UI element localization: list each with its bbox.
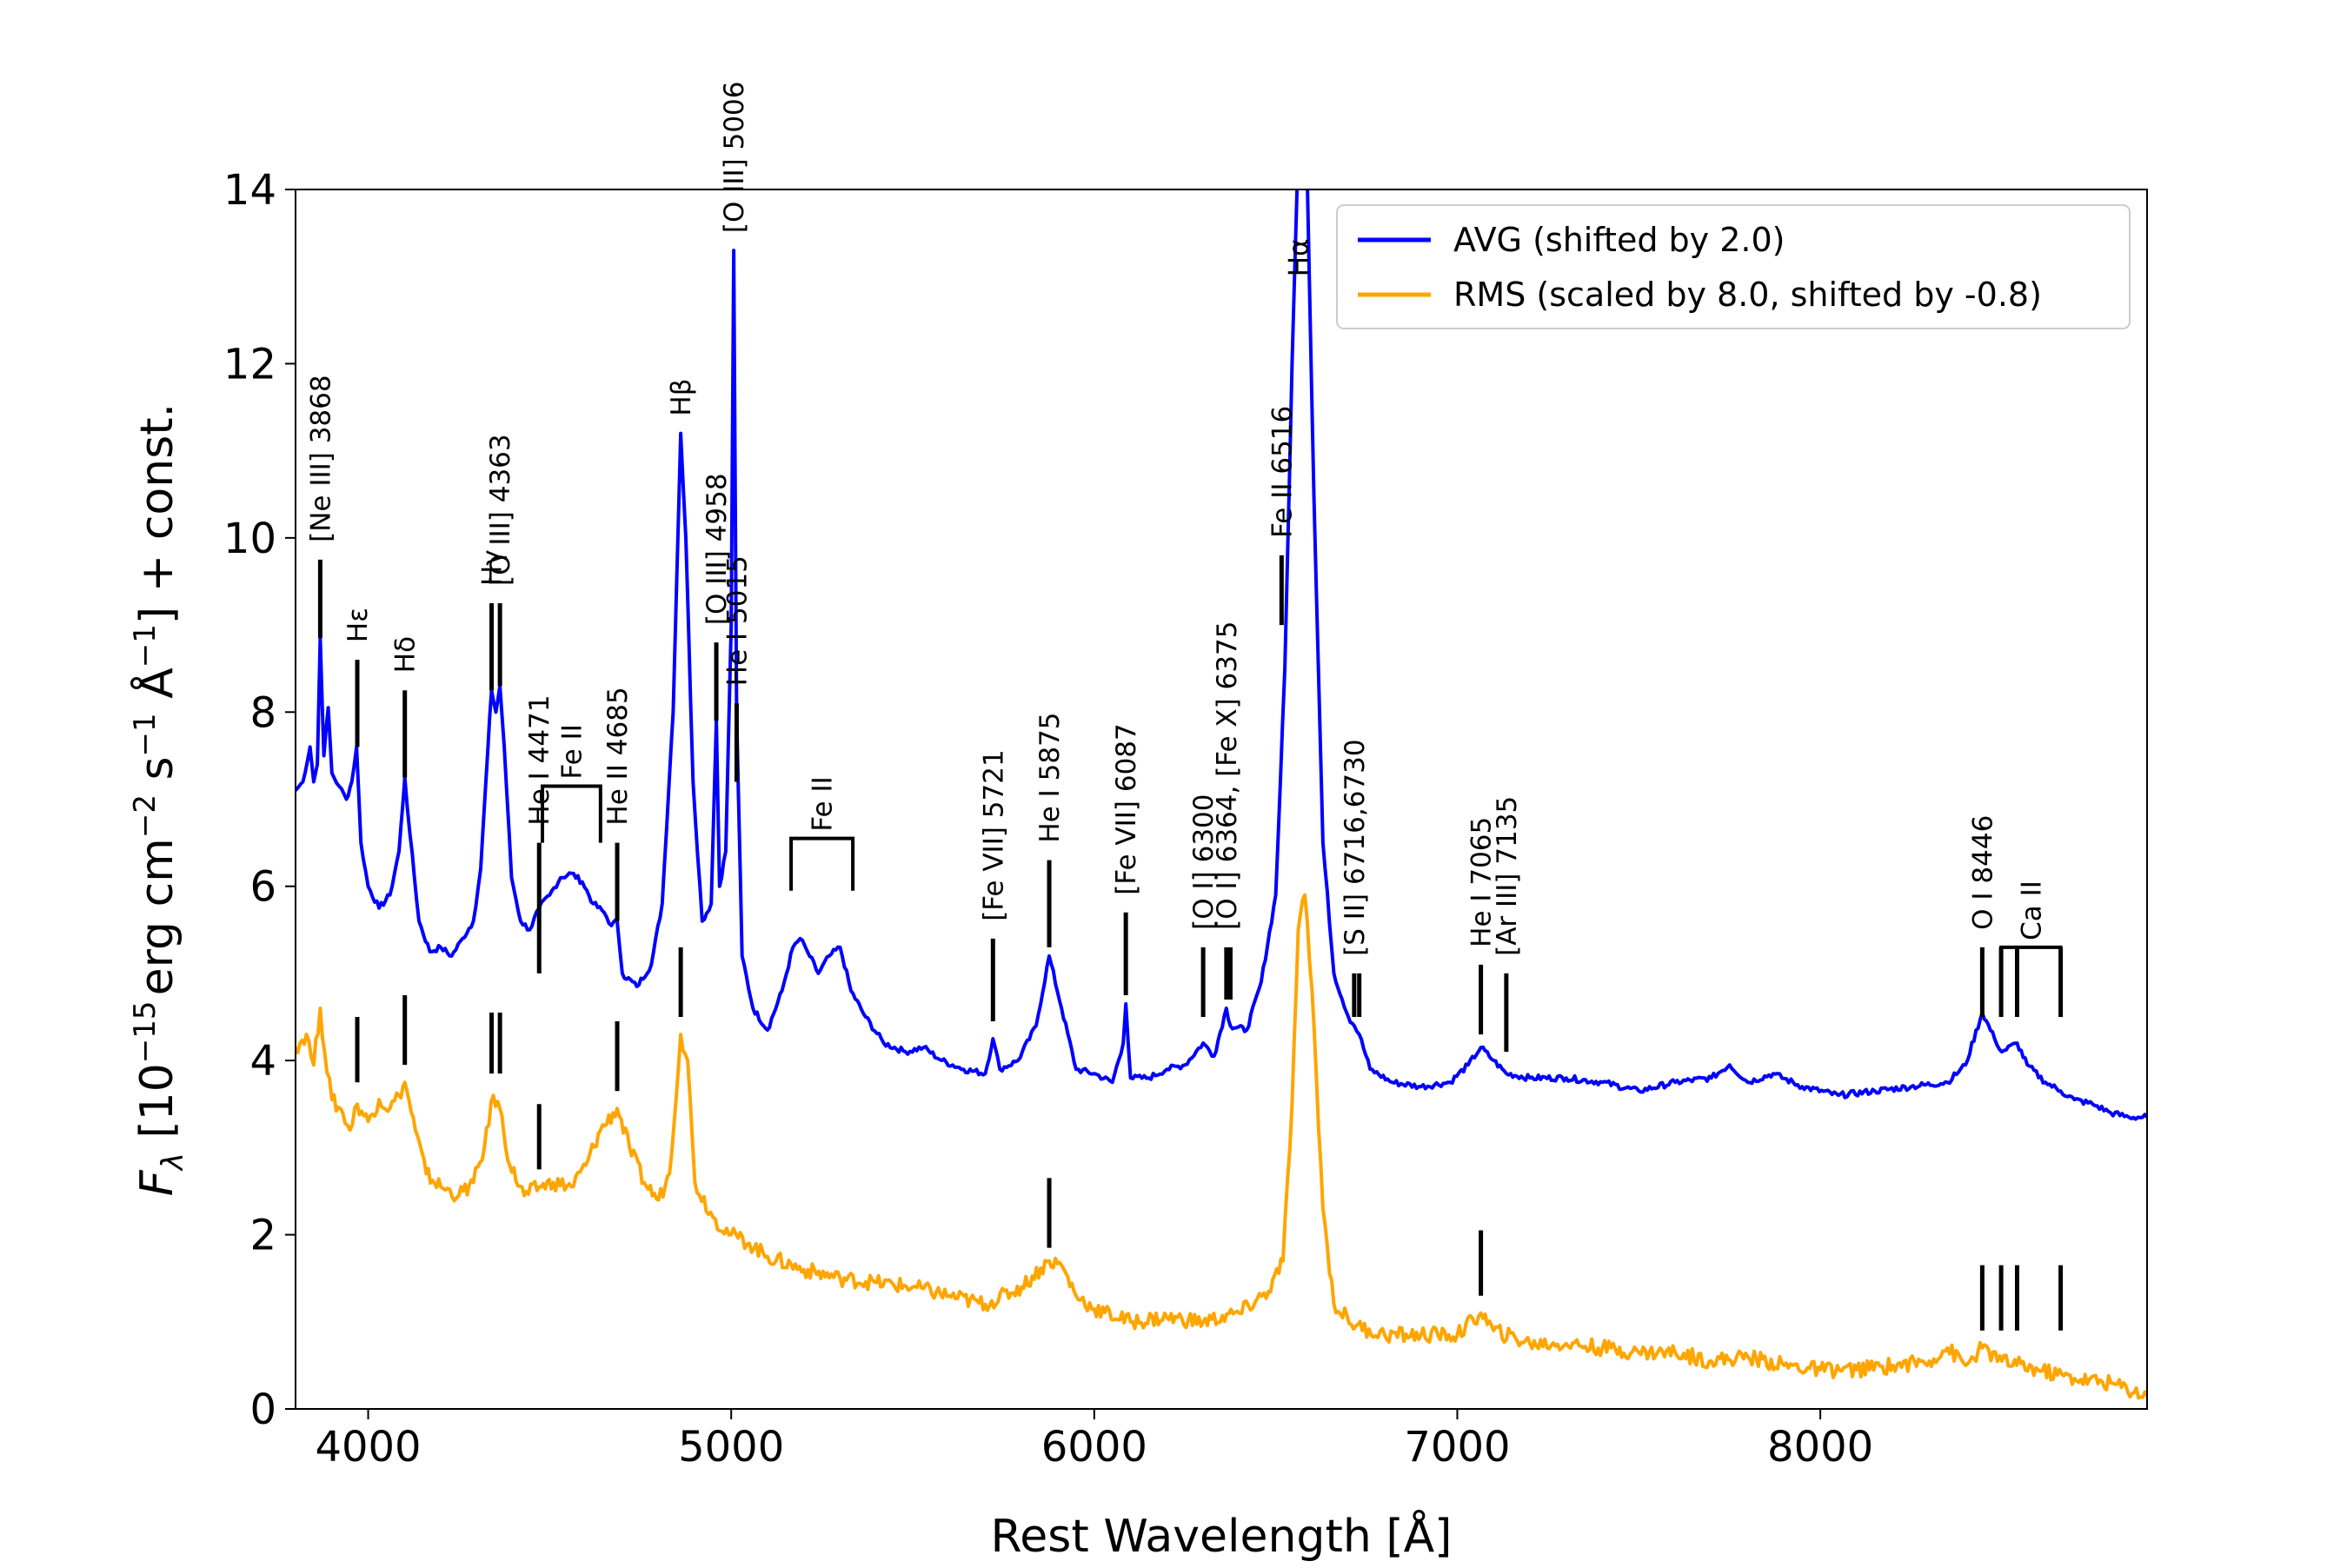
line-label-7: Hβ	[666, 378, 697, 415]
y-label-lambda: λ	[156, 1153, 190, 1172]
y-tick-label-2: 4	[249, 1037, 276, 1086]
x-tick-label-1: 5000	[678, 1423, 784, 1472]
x-tick-label-3: 7000	[1404, 1423, 1510, 1472]
line-label-18: Hα	[1284, 238, 1315, 276]
bracket-label-0: Fe II	[556, 724, 588, 779]
line-label-14: [O I] 6300	[1188, 794, 1220, 929]
line-label-3: Hγ	[477, 549, 509, 586]
bracket-1	[789, 836, 855, 891]
series-layer	[296, 189, 2147, 1400]
legend-box	[1336, 204, 2131, 329]
y-tick-label-1: 2	[249, 1212, 276, 1260]
line-label-4: [O III] 4363	[485, 434, 516, 586]
line-label-22: [Ar III] 7135	[1492, 796, 1523, 956]
series-line-0	[296, 189, 2147, 1121]
line-label-6: He II 4685	[602, 687, 634, 825]
tick-layer: 4000 5000 6000 7000 8000 0 2 4 6 8 10 12 14	[223, 166, 1873, 1472]
line-label-21: He I 7065	[1466, 817, 1498, 947]
line-label-9: [O III] 5006	[719, 81, 750, 233]
x-tick-label-2: 6000	[1041, 1423, 1147, 1472]
y-label-unit1: erg cm	[131, 838, 183, 995]
line-label-17: Fe II 6516	[1267, 406, 1298, 538]
y-label-exp2: −2	[128, 794, 163, 838]
plot-frame	[295, 189, 2148, 1410]
x-tick-label-4: 8000	[1767, 1423, 1873, 1472]
y-tick-label-6: 12	[223, 340, 276, 389]
x-tick-label-0: 4000	[315, 1423, 421, 1472]
y-label-exp3: −1	[128, 713, 163, 756]
legend-label-rms: RMS (scaled by 8.0, shifted by -0.8)	[1453, 276, 2042, 314]
line-label-11: [Fe VII] 5721	[978, 749, 1009, 921]
y-label-exp1: −15	[128, 1000, 163, 1063]
line-label-15: [O I] 6364, [Fe X] 6375	[1212, 621, 1243, 930]
y-tick-label-0: 0	[249, 1385, 276, 1434]
bracket-label-2: Ca II	[2016, 880, 2047, 940]
bracket-2	[1999, 945, 2063, 1018]
y-label-f: F	[131, 1169, 183, 1196]
y-tick-label-4: 8	[249, 688, 276, 737]
y-axis-label: Fλ [10−15erg cm−2 s−1 Å−1] + const.	[128, 403, 190, 1196]
y-tick-label-7: 14	[223, 166, 276, 215]
y-label-unit3: Å	[130, 668, 183, 714]
y-label-unit2: s	[131, 756, 183, 794]
bracket-label-1: Fe II	[808, 776, 839, 831]
line-label-13: [Fe VII] 6087	[1111, 723, 1142, 895]
line-label-23: O I 8446	[1967, 815, 1998, 930]
line-label-8: [O III] 4958	[701, 473, 733, 625]
line-label-19: [S II] 6716,6730	[1340, 739, 1371, 956]
line-label-2: Hδ	[390, 636, 422, 673]
line-label-5: He I 4471	[524, 694, 555, 825]
line-label-1: Hε	[342, 608, 374, 642]
legend: AVG (shifted by 2.0) RMS (scaled by 8.0,…	[1336, 204, 2131, 329]
line-label-12: He I 5875	[1034, 712, 1066, 842]
y-label-open: [10	[131, 1063, 183, 1153]
y-tick-label-5: 10	[223, 515, 276, 563]
line-label-10: He I 5015	[721, 555, 753, 686]
y-label-tail: ] + const.	[131, 403, 183, 624]
y-tick-label-3: 6	[249, 863, 276, 912]
line-label-0: [Ne III] 3868	[305, 375, 336, 541]
bracket-0	[541, 784, 602, 843]
y-label-exp4: −1	[128, 624, 163, 668]
series-line-1	[296, 893, 2147, 1400]
x-axis-label: Rest Wavelength [Å]	[991, 1509, 1453, 1563]
legend-label-avg: AVG (shifted by 2.0)	[1453, 221, 1785, 259]
marker-layer: [Ne III] 3868 Hε Hδ Hγ[O III] 4363 He I 4471…	[305, 81, 2064, 1331]
